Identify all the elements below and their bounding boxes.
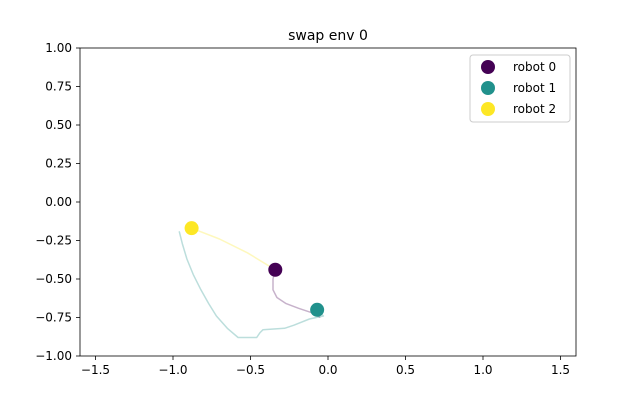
chart-title: swap env 0 [288,28,368,44]
robot-1-marker [310,302,325,317]
y-tick-label: 0.25 [45,157,72,171]
axes: −1.5 −1.0 −0.5 0.0 0.5 1.0 1.5 1.00 0.75 0.50 0.25… [35,41,577,377]
y-tick-label: −1.00 [35,349,72,363]
y-tick-label: −0.50 [35,272,72,286]
x-tick-label: −1.5 [81,363,110,377]
x-tick-label: −1.0 [158,363,187,377]
x-tick-label: 0.0 [318,363,337,377]
y-tick-label: 1.00 [45,41,72,55]
robot-1-trail [178,231,325,339]
legend-marker-robot-1 [481,81,495,95]
legend-marker-robot-0 [481,60,495,74]
plot-area [178,221,325,339]
robot-2-marker [184,221,199,236]
robot-0-trail [272,269,321,319]
y-tick-label: −0.25 [35,234,72,248]
y-tick-label: −0.75 [35,311,72,325]
robot-0-marker [268,262,283,277]
x-tick-label: −0.5 [236,363,265,377]
x-tick-label: 0.5 [396,363,415,377]
robot-2-trail [191,227,276,271]
legend-label-robot-2: robot 2 [513,102,556,116]
legend: robot 0 robot 1 robot 2 [469,54,571,123]
legend-label-robot-1: robot 1 [513,81,556,95]
legend-box [469,54,571,123]
y-tick-label: 0.50 [45,118,72,132]
x-tick-label: 1.5 [551,363,570,377]
legend-label-robot-0: robot 0 [513,60,556,74]
y-tick-label: 0.75 [45,80,72,94]
x-tick-label: 1.0 [473,363,492,377]
legend-marker-robot-2 [481,102,495,116]
y-tick-label: 0.00 [45,195,72,209]
